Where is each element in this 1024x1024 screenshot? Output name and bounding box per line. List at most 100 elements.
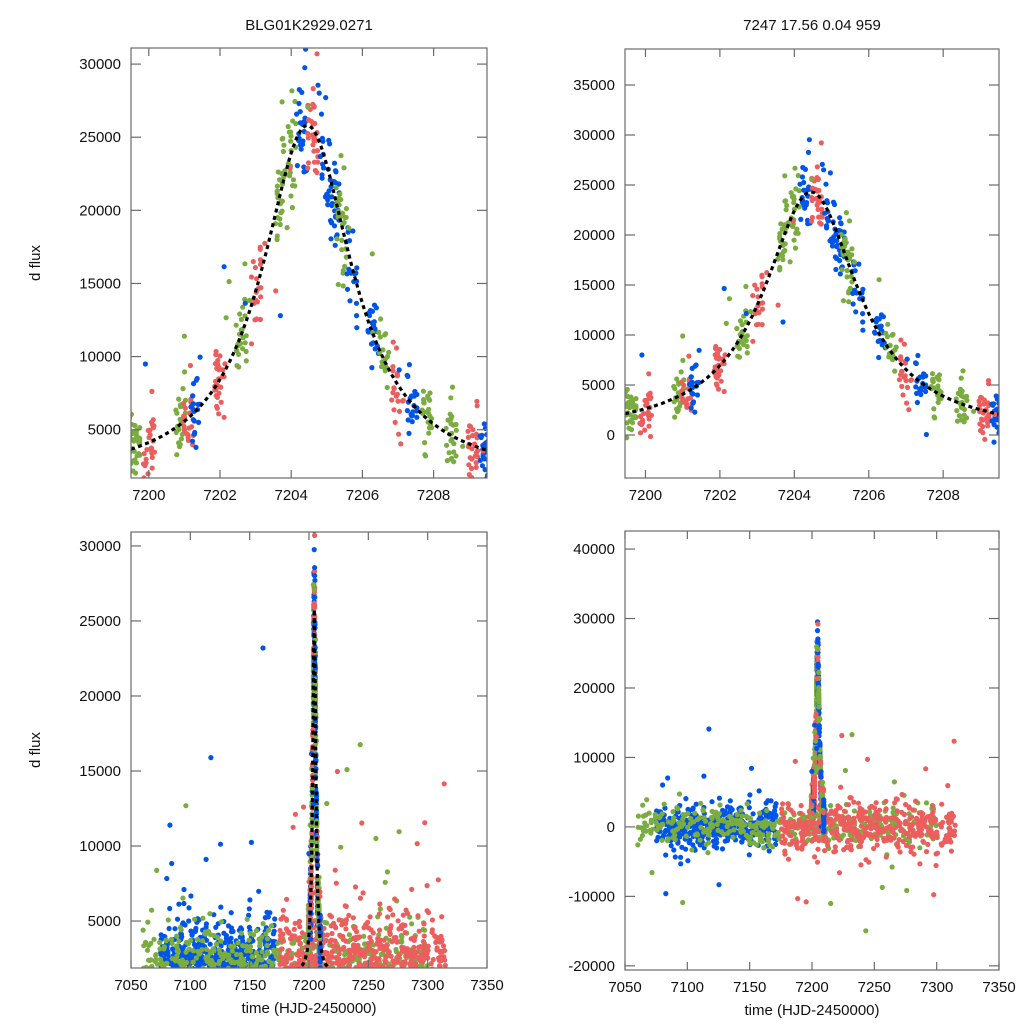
data-point-observatory-3 [403,953,409,959]
y-tick-label: 15000 [573,277,615,294]
x-tick-label: 7208 [417,487,450,504]
data-point-observatory-1 [694,392,701,398]
data-point-observatory-1 [692,409,698,415]
data-point-observatory-1 [372,346,378,352]
data-point-observatory-2 [723,320,729,326]
data-point-observatory-2 [288,129,294,135]
data-point-observatory-3 [866,859,872,865]
data-point-observatory-3 [851,825,858,832]
data-point-observatory-3 [143,460,149,466]
data-point-observatory-1 [678,854,684,860]
data-point-observatory-3 [895,818,901,824]
data-point-observatory-2 [923,800,930,806]
data-point-observatory-2 [764,808,770,814]
data-point-observatory-2 [846,218,853,224]
data-point-observatory-2 [259,949,265,955]
data-point-observatory-3 [839,732,845,739]
data-point-observatory-3 [857,843,864,850]
data-point-observatory-2 [237,311,243,317]
data-point-observatory-2 [840,298,847,304]
data-point-observatory-2 [958,375,964,381]
data-point-observatory-2 [971,408,977,414]
data-point-observatory-3 [366,947,373,953]
y-tick-label: 35000 [573,77,615,94]
data-point-observatory-3 [785,830,792,837]
data-point-observatory-3 [475,448,481,454]
data-point-observatory-1 [996,400,999,406]
data-point-observatory-3 [821,834,827,841]
data-point-observatory-3 [846,827,852,833]
data-point-observatory-2 [338,197,344,203]
data-point-observatory-1 [326,188,332,194]
data-point-observatory-3 [410,951,417,957]
data-point-observatory-2 [692,810,698,816]
y-tick-label: 25000 [79,613,121,630]
data-point-observatory-3 [388,923,394,929]
data-point-observatory-2 [812,764,818,770]
data-point-observatory-2 [334,199,340,205]
data-point-observatory-3 [908,849,914,855]
data-point-observatory-1 [696,347,702,353]
data-point-observatory-3 [415,913,421,919]
data-point-observatory-3 [395,959,401,965]
data-point-observatory-3 [648,412,655,418]
data-point-observatory-1 [191,418,197,424]
data-point-observatory-3 [187,362,193,369]
data-point-observatory-2 [879,884,885,891]
data-point-observatory-1 [913,360,919,366]
data-point-observatory-2 [772,833,778,839]
data-point-observatory-2 [816,699,822,705]
data-point-observatory-2 [153,952,159,958]
data-point-observatory-2 [964,397,970,403]
data-point-observatory-1 [679,844,685,850]
data-point-observatory-2 [765,832,772,838]
data-point-observatory-2 [691,819,697,825]
data-point-observatory-3 [867,805,873,811]
data-point-observatory-3 [373,949,379,955]
data-point-observatory-3 [838,821,844,827]
data-point-observatory-1 [668,843,674,849]
data-point-observatory-2 [422,927,428,933]
data-point-observatory-1 [186,905,192,911]
data-point-observatory-1 [880,314,887,320]
data-point-observatory-3 [889,827,895,833]
data-point-observatory-2 [396,829,402,835]
data-point-observatory-2 [161,965,167,968]
data-point-observatory-3 [640,411,647,417]
data-point-observatory-3 [181,428,187,434]
data-point-observatory-2 [242,296,248,302]
data-point-observatory-1 [860,327,866,333]
data-point-observatory-1 [193,444,199,450]
data-point-observatory-2 [165,917,171,923]
data-point-observatory-1 [327,141,333,147]
data-point-observatory-2 [718,829,725,835]
data-point-observatory-2 [838,232,844,238]
data-point-observatory-1 [319,175,325,181]
data-point-observatory-3 [250,259,256,265]
data-point-observatory-2 [783,207,789,213]
data-point-observatory-2 [635,824,641,830]
data-point-observatory-2 [828,803,834,809]
data-point-observatory-2 [930,379,936,385]
data-point-observatory-2 [625,435,630,441]
data-point-observatory-1 [746,852,752,858]
data-point-observatory-2 [148,940,154,947]
data-point-observatory-3 [822,848,828,854]
data-point-observatory-1 [815,640,821,646]
data-point-observatory-3 [906,407,912,413]
data-point-observatory-2 [378,316,384,322]
data-point-observatory-2 [409,921,415,927]
data-point-observatory-3 [980,423,986,430]
data-point-observatory-2 [782,247,788,254]
data-point-observatory-3 [368,961,374,967]
data-point-observatory-3 [811,779,818,785]
data-point-observatory-2 [739,819,745,825]
data-point-observatory-1 [319,135,325,141]
data-point-observatory-3 [841,827,847,833]
data-point-observatory-2 [840,251,846,257]
data-point-observatory-2 [665,819,672,825]
data-point-observatory-3 [780,801,786,807]
data-point-observatory-2 [758,836,764,842]
data-point-observatory-3 [753,322,760,328]
data-point-observatory-3 [141,451,147,457]
